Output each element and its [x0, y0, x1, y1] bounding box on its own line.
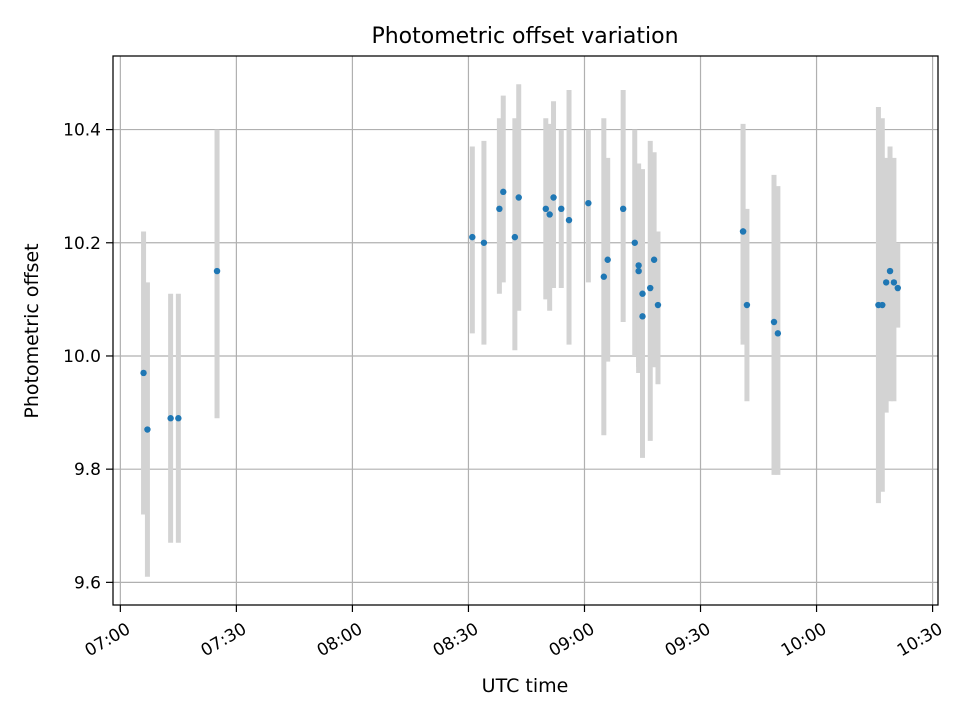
data-point: [886, 267, 894, 275]
x-tick-label: 08:00: [314, 619, 366, 661]
data-point: [639, 290, 646, 297]
x-axis-label: UTC time: [482, 675, 569, 697]
data-point: [600, 273, 608, 280]
data-point: [144, 426, 151, 433]
data-point: [635, 262, 642, 269]
data-point: [631, 239, 638, 246]
y-axis-label: Photometric offset: [21, 243, 43, 418]
y-tick-label: 9.8: [74, 460, 101, 480]
y-tick-label: 10.0: [63, 347, 101, 367]
data-point: [500, 188, 507, 196]
y-tick-label: 10.4: [63, 121, 101, 141]
data-point: [480, 239, 488, 246]
data-point: [515, 194, 522, 201]
data-point: [542, 205, 550, 213]
x-tick-label: 09:00: [546, 619, 598, 661]
data-point: [894, 284, 901, 292]
data-points: [140, 188, 901, 433]
x-tick-label: 10:30: [894, 619, 946, 661]
x-tick-label: 09:30: [662, 619, 714, 661]
data-point: [558, 205, 565, 213]
data-point: [565, 216, 573, 224]
data-point: [639, 313, 646, 320]
data-point: [213, 267, 221, 275]
data-point: [647, 284, 654, 292]
data-point: [619, 205, 627, 213]
data-point: [743, 301, 751, 309]
x-tick-label: 07:30: [198, 619, 250, 661]
data-point: [496, 205, 503, 213]
data-point: [770, 318, 778, 326]
data-point: [140, 369, 147, 377]
data-point: [585, 199, 592, 207]
chart-title: Photometric offset variation: [371, 24, 678, 49]
data-point: [882, 279, 890, 286]
x-tick-label: 07:00: [82, 619, 134, 661]
data-point: [890, 279, 898, 286]
data-point: [654, 301, 662, 309]
data-point: [546, 211, 553, 218]
error-bars: [141, 84, 901, 577]
data-point: [511, 233, 519, 241]
data-point: [175, 415, 182, 422]
data-point: [604, 256, 611, 263]
x-tick-label: 10:00: [778, 619, 830, 661]
data-point: [774, 330, 782, 337]
data-point: [635, 267, 642, 275]
data-point: [167, 415, 174, 422]
data-point: [469, 233, 476, 241]
plot-area-frame: [112, 55, 939, 606]
data-point: [879, 301, 886, 309]
data-point: [550, 194, 557, 201]
x-tick-label: 08:30: [430, 619, 482, 661]
grid-lines: [113, 56, 938, 605]
y-tick-label: 9.6: [74, 573, 101, 593]
data-point: [650, 256, 658, 263]
data-point: [739, 228, 747, 235]
y-tick-label: 10.2: [63, 234, 101, 254]
